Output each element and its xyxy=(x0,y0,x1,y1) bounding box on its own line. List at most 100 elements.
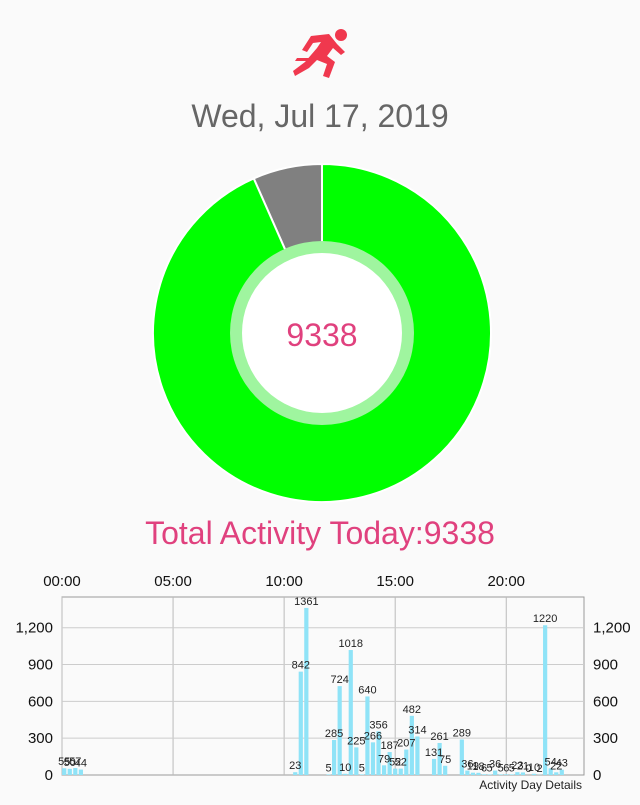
bar-value-label: 1361 xyxy=(294,596,318,608)
y-tick-label-right: 300 xyxy=(593,730,618,747)
running-person-icon xyxy=(293,29,347,78)
bar xyxy=(409,715,414,775)
bar-value-label: 5 xyxy=(509,762,515,774)
bar-value-label: 5 xyxy=(325,762,331,774)
bar-value-label: 10 xyxy=(339,762,351,774)
bar-value-label: 57 xyxy=(69,756,81,768)
x-tick-label: 00:00 xyxy=(43,573,81,590)
bar xyxy=(398,768,403,775)
bar-value-label: 21 xyxy=(517,760,529,772)
bar xyxy=(543,625,548,775)
x-tick-label: 05:00 xyxy=(154,573,192,590)
bar xyxy=(476,772,481,775)
bar xyxy=(493,770,498,775)
bar-value-label: 6 xyxy=(481,762,487,774)
bar-value-label: 43 xyxy=(556,758,568,770)
bar-value-label: 79 xyxy=(378,753,390,765)
bar xyxy=(437,742,442,775)
bar xyxy=(78,769,83,775)
chart-grid xyxy=(61,596,585,776)
bar-value-label: 289 xyxy=(453,728,471,740)
x-tick-label: 20:00 xyxy=(487,573,525,590)
bar xyxy=(554,772,559,775)
bar-value-label: 10 xyxy=(528,762,540,774)
date-label: Wed, Jul 17, 2019 xyxy=(191,98,449,134)
chart-axes: 00:00 05:00 10:00 15:00 20:00 0 0 300 300 600 600 9… xyxy=(15,573,630,784)
y-tick-label-right: 0 xyxy=(593,767,601,784)
bar-value-label: 36 xyxy=(489,759,501,771)
bar-value-label: 261 xyxy=(430,731,448,743)
bar xyxy=(443,765,448,775)
bar xyxy=(293,772,298,775)
x-tick-label: 15:00 xyxy=(376,573,414,590)
bar xyxy=(559,769,564,775)
bar xyxy=(481,774,487,775)
bar xyxy=(470,772,476,775)
bar xyxy=(343,773,348,775)
y-tick-label-left: 600 xyxy=(28,693,53,710)
bar xyxy=(509,774,514,775)
bar-value-label: 55 xyxy=(58,756,70,768)
bar xyxy=(332,740,337,775)
bar-value-label: 52 xyxy=(395,757,407,769)
bar-value-label: 1220 xyxy=(533,613,557,625)
y-tick-label-left: 300 xyxy=(28,730,53,747)
bar-value-label: 5 xyxy=(498,762,504,774)
bar xyxy=(465,770,470,775)
bar-value-label: 225 xyxy=(347,735,365,747)
bar xyxy=(393,768,398,775)
bar xyxy=(404,749,409,775)
bar-value-label: 1018 xyxy=(339,638,363,650)
bar-value-label: 54 xyxy=(545,756,557,768)
chart-frame xyxy=(61,596,585,776)
bar xyxy=(376,731,381,775)
bar xyxy=(304,607,309,775)
bar xyxy=(348,650,353,775)
bar-value-label: 44 xyxy=(75,758,87,770)
bar xyxy=(415,736,420,775)
x-tick-label: 10:00 xyxy=(265,573,303,590)
bar xyxy=(370,742,376,775)
center-value: 9338 xyxy=(286,317,357,353)
chart-description: Activity Day Details xyxy=(479,778,582,792)
bar-value-label: 52 xyxy=(389,757,401,769)
activity-progress-donut: 9338 xyxy=(152,163,492,503)
bar-value-label: 36 xyxy=(461,759,473,771)
bar-value-label: 187 xyxy=(380,740,398,752)
bar xyxy=(548,768,553,775)
bar-value-label: 18 xyxy=(472,761,484,773)
bar xyxy=(73,768,78,775)
bar-value-label: 6 xyxy=(503,762,509,774)
bar-value-label: 22 xyxy=(550,760,562,772)
bar-value-label: 50 xyxy=(64,757,76,769)
total-activity-label: Total Activity Today:9338 xyxy=(145,515,495,551)
bar xyxy=(365,696,370,775)
bar-value-label: 0 xyxy=(525,763,531,775)
bar-value-label: 356 xyxy=(369,719,387,731)
y-tick-label-right: 900 xyxy=(593,657,618,674)
bar xyxy=(67,768,72,775)
bar-value-label: 5 xyxy=(487,762,493,774)
bar-value-label: 5 xyxy=(359,762,365,774)
bar xyxy=(62,768,67,775)
bar-value-label: 207 xyxy=(397,738,415,750)
bar-value-label: 131 xyxy=(425,747,443,759)
bar xyxy=(326,774,331,775)
bar-value-label: 724 xyxy=(330,674,348,686)
bar xyxy=(498,774,503,775)
bar xyxy=(337,686,342,775)
bar xyxy=(459,739,464,775)
bar-value-label: 2 xyxy=(537,763,543,775)
bar-value-label: 75 xyxy=(439,754,451,766)
bar xyxy=(515,772,520,775)
bar-value-label: 314 xyxy=(408,724,426,736)
bar-value-label: 23 xyxy=(511,760,523,772)
y-tick-label-left: 1,200 xyxy=(15,620,53,637)
y-tick-label-right: 1,200 xyxy=(593,620,631,637)
y-tick-label-left: 0 xyxy=(45,767,53,784)
bar xyxy=(359,774,364,775)
bar-value-label: 482 xyxy=(403,704,421,716)
chart-bars xyxy=(62,607,564,775)
